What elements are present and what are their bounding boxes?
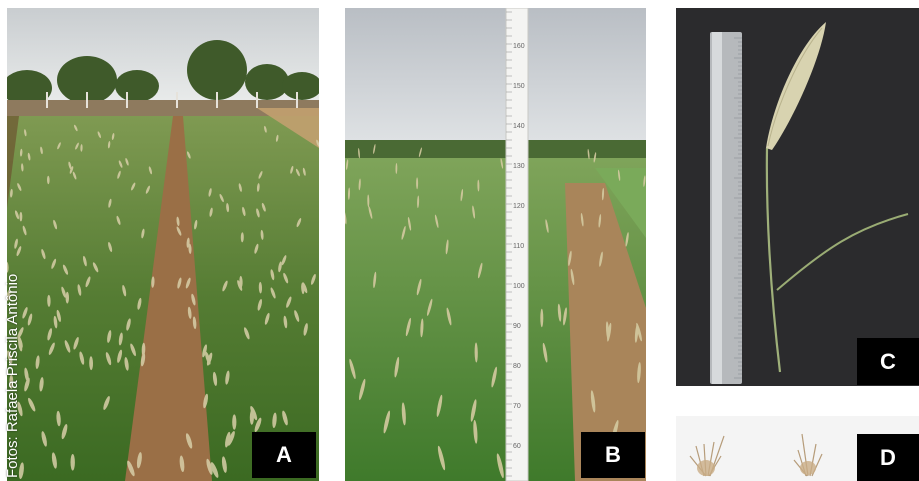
fence-posts <box>46 92 298 108</box>
photo-panel-a <box>7 8 319 481</box>
pole-marks: 1601501401301201101009080706050 <box>513 43 525 450</box>
pole-mark: 100 <box>513 283 525 290</box>
pole-mark: 60 <box>513 443 521 450</box>
panel-label-b: B <box>581 432 645 478</box>
measuring-pole-photo: 1601501401301201101009080706050 <box>345 8 646 481</box>
photo-panel-b: 1601501401301201101009080706050 <box>345 8 646 481</box>
distant-soil <box>7 100 319 120</box>
photo-credit: Fotos: Rafaela Priscila Antônio <box>4 273 21 478</box>
pole-mark: 160 <box>513 43 525 50</box>
soil-path <box>565 183 646 481</box>
plant-specimen-photo <box>676 8 919 386</box>
pole-mark: 90 <box>513 323 521 330</box>
seed-heads <box>7 124 319 480</box>
pole-ticks <box>506 11 512 477</box>
pole-mark: 80 <box>513 363 521 370</box>
pole-mark: 110 <box>513 243 524 250</box>
pole-mark: 120 <box>513 203 525 210</box>
soil-path <box>125 116 212 481</box>
pole-mark: 70 <box>513 403 521 410</box>
panel-label-c: C <box>857 338 919 385</box>
plant-leaf <box>776 213 909 291</box>
pole-mark: 130 <box>513 163 525 170</box>
ruler-ticks <box>734 37 742 379</box>
plant-stem <box>765 147 782 373</box>
photo-panel-c <box>676 8 919 386</box>
distant-trees <box>345 140 646 162</box>
pole-mark: 140 <box>513 123 525 130</box>
measuring-pole <box>505 8 529 481</box>
field-rows-photo <box>7 8 319 481</box>
tree-line <box>7 40 319 106</box>
pole-mark: 150 <box>513 83 525 90</box>
seed-head <box>766 22 826 150</box>
panel-label-a: A <box>252 432 316 478</box>
sky <box>345 8 646 158</box>
panel-label-d: D <box>857 434 919 481</box>
